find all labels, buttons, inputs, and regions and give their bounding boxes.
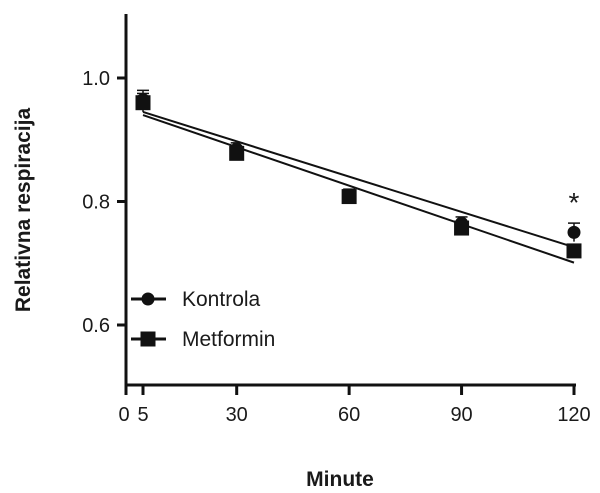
point-metformin: [566, 243, 582, 259]
y-tick-label: 0.8: [82, 192, 110, 214]
x-tick-label: 90: [450, 404, 472, 426]
fit-line: [142, 114, 575, 264]
fit-lines: [142, 111, 575, 264]
legend-marker-circle: [141, 292, 155, 306]
x-tick-label: 120: [557, 404, 590, 426]
legend-marker-square: [140, 331, 156, 347]
fit-line: [142, 111, 575, 249]
y-tick-label: 1.0: [82, 68, 110, 90]
y-tick-label: 0.6: [82, 315, 110, 337]
point-kontrola: [567, 225, 581, 239]
significance-annotation: *: [569, 187, 580, 218]
point-metformin: [341, 189, 357, 205]
x-tick-label: 30: [226, 404, 248, 426]
axes: 0.6 0.8 1.0 0 5 30 60 90 120: [82, 14, 591, 426]
x-tick-label: 60: [338, 404, 360, 426]
legend: Kontrola Metformin: [131, 288, 275, 351]
axis-labels: Minute Relativna respiracija: [12, 108, 374, 491]
x-tick-label: 5: [137, 404, 148, 426]
data-points: *: [135, 89, 582, 259]
point-metformin: [135, 95, 151, 111]
point-metformin: [229, 145, 245, 161]
point-metformin: [454, 220, 470, 236]
y-axis-title: Relativna respiracija: [12, 108, 35, 313]
legend-label: Kontrola: [182, 288, 261, 311]
x-axis-title: Minute: [306, 468, 374, 491]
legend-label: Metformin: [182, 328, 275, 351]
x-tick-label: 0: [118, 404, 129, 426]
